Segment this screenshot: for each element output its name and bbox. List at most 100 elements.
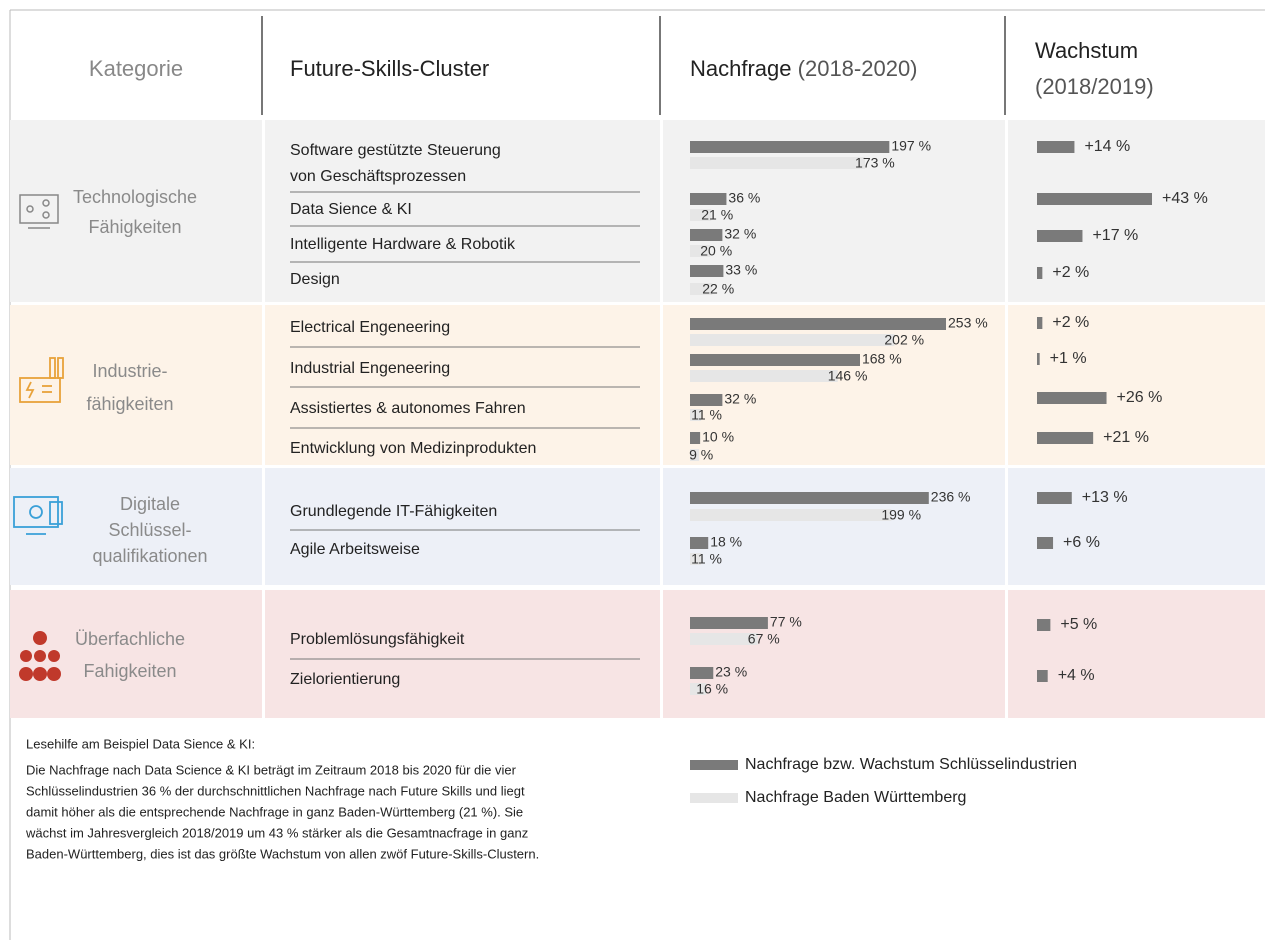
category-label: Industrie- [92,361,167,381]
bar-growth [1037,230,1083,242]
header-cluster: Future-Skills-Cluster [290,56,489,81]
bar-growth [1037,317,1043,329]
category-label: Digitale [120,494,180,514]
legend-swatch-light [690,793,738,803]
note-line: Baden-Württemberg, dies ist das größte W… [26,846,539,861]
growth-label: +26 % [1117,389,1163,406]
bar-bw [690,409,702,421]
bar-demand [690,193,727,205]
growth-label: +13 % [1082,489,1128,506]
category-label: Fähigkeiten [88,217,181,237]
note-title: Lesehilfe am Beispiel Data Sience & KI: [26,736,255,751]
section-bg [663,468,1005,585]
bar-demand-label: 36 % [728,190,760,206]
bar-demand-label: 10 % [702,429,734,445]
bar-bw [690,449,700,461]
icon-computer [19,194,59,229]
legend-light: Nachfrage Baden Württemberg [745,789,966,806]
bar-demand [690,667,714,679]
section-bg [10,305,262,465]
bar-bw-label: 199 % [881,507,921,523]
growth-label: +2 % [1052,314,1089,331]
bar-bw-label: 11 % [691,407,722,423]
bar-demand [690,492,929,504]
bar-bw-label: 173 % [855,155,895,171]
category-label: Überfachliche [75,629,185,649]
section-bg [265,468,660,585]
header-wachstum-period: (2018/2019) [1035,74,1154,99]
growth-label: +21 % [1103,429,1149,446]
category-label: Schlüssel- [108,520,191,540]
bar-bw-label: 202 % [884,332,924,348]
section-bg [663,305,1005,465]
bar-bw [690,334,895,346]
bar-growth [1037,492,1072,504]
bar-demand-label: 253 % [948,315,988,331]
bar-growth [1037,353,1040,365]
growth-label: +5 % [1060,616,1097,633]
header-nachfrage: Nachfrage (2018-2020) [690,56,918,81]
bar-demand-label: 197 % [891,138,931,154]
growth-label: +6 % [1063,534,1100,551]
row-label: Software gestützte Steuerung [290,142,501,159]
growth-label: +14 % [1084,138,1130,155]
bar-bw-label: 22 % [702,281,734,297]
bar-bw-label: 67 % [748,631,780,647]
header-kategorie: Kategorie [89,56,183,81]
section-bg [663,590,1005,718]
bar-bw-label: 21 % [701,207,733,223]
bar-demand [690,318,946,330]
icon-people [19,631,61,681]
bar-demand-label: 168 % [862,351,902,367]
bar-bw [690,209,712,221]
bar-bw [690,283,713,295]
category-label: Technologische [73,187,197,207]
bar-demand-label: 236 % [931,489,971,505]
section-bg [1008,590,1265,718]
bar-demand [690,432,701,444]
bar-bw [690,633,758,645]
bar-demand-label: 32 % [724,226,756,242]
header-wachstum: Wachstum [1035,38,1138,63]
bar-growth [1037,392,1107,404]
bar-bw-label: 146 % [828,368,868,384]
bar-bw [690,370,838,382]
row-label: Design [290,271,340,288]
category-label: Fahigkeiten [83,661,176,681]
header-separators [261,16,1006,115]
note-line: wächst im Jahresvergleich 2018/2019 um 4… [25,825,528,840]
bar-bw-label: 11 % [691,551,722,567]
bar-growth [1037,267,1043,279]
section-bg [10,590,262,718]
bar-bw-label: 16 % [696,681,728,697]
section-bg [265,120,660,302]
legend-swatch-dark [690,760,738,770]
bar-demand-label: 33 % [725,262,757,278]
row-label: Zielorientierung [290,671,400,688]
bar-growth [1037,670,1048,682]
bar-demand [690,537,709,549]
growth-label: +43 % [1162,190,1208,207]
bar-demand [690,354,860,366]
growth-label: +1 % [1050,350,1087,367]
category-label: fähigkeiten [86,394,173,414]
legend-dark: Nachfrage bzw. Wachstum Schlüsselindustr… [745,756,1077,773]
row-label: Agile Arbeitsweise [290,541,420,558]
bar-demand-label: 32 % [724,391,756,407]
bar-demand [690,229,723,241]
bar-demand-label: 77 % [770,614,802,630]
bar-bw [690,553,702,565]
bar-growth [1037,141,1075,153]
note-line: damit höher als die entsprechende Nachfr… [26,804,523,819]
row-label: Intelligente Hardware & Robotik [290,236,516,253]
nachfrage: Nachfrage [690,56,792,81]
bar-growth [1037,432,1094,444]
growth-label: +2 % [1052,264,1089,281]
bar-demand-label: 23 % [715,664,747,680]
bar-bw [690,157,866,169]
bar-bw [690,683,707,695]
bar-bw-label: 20 % [700,243,732,259]
growth-label: +17 % [1092,227,1138,244]
row-label: Grundlegende IT-Fähigkeiten [290,503,497,520]
